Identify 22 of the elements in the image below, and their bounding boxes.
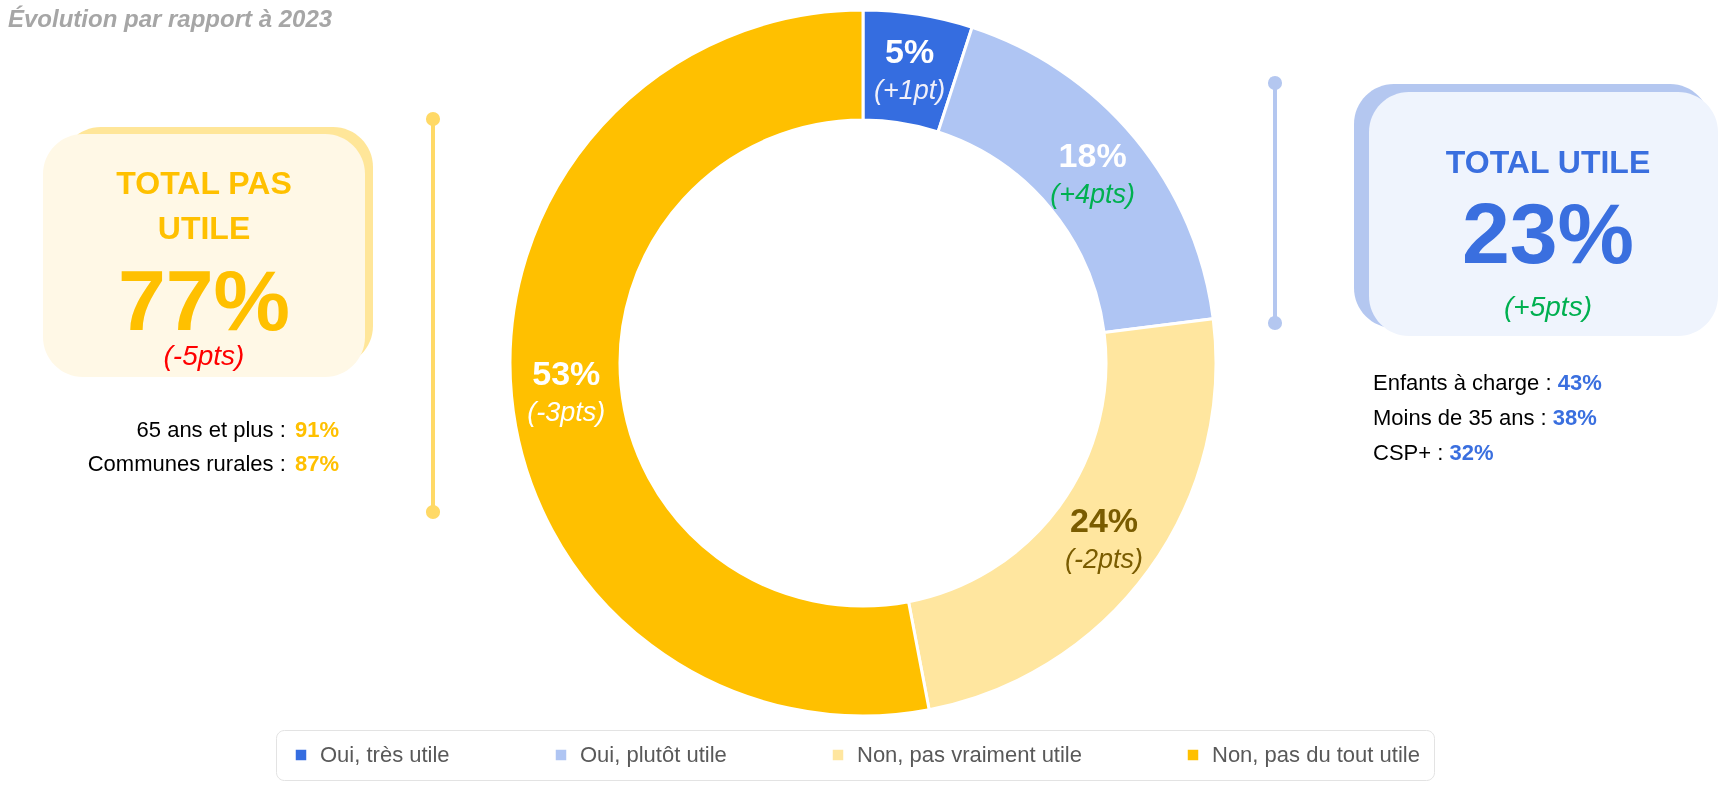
text: Moins de 35 ans : 38% (1373, 405, 1597, 430)
data-label: 18% (1058, 136, 1127, 175)
text: TOTAL PAS UTILE (116, 165, 292, 246)
text: (+1pt) (873, 74, 946, 105)
chart-title: Évolution par rapport à 2023 (8, 5, 333, 32)
text: 23% (1461, 185, 1635, 281)
legend-label: Oui, très utile (320, 742, 450, 767)
text: 65 ans et plus : 91% (136, 417, 339, 442)
legend-label: Oui, plutôt utile (580, 742, 727, 767)
data-label: 24% (1070, 501, 1139, 540)
text: (-2pts) (1065, 544, 1144, 575)
legend-label: Non, pas du tout utile (1212, 742, 1420, 767)
data-label: 5% (885, 31, 935, 70)
text: (+5pts) (1504, 291, 1592, 322)
text: (-3pts) (527, 397, 606, 428)
data-label: 53% (532, 354, 601, 393)
text: TOTAL UTILE (1445, 144, 1651, 180)
text: CSP+ : 32% (1373, 440, 1494, 465)
legend-label: Non, pas vraiment utile (857, 742, 1082, 767)
text: (+4pts) (1050, 179, 1136, 210)
text: Enfants à charge : 43% (1373, 370, 1602, 395)
text: Communes rurales : 87% (87, 451, 339, 476)
